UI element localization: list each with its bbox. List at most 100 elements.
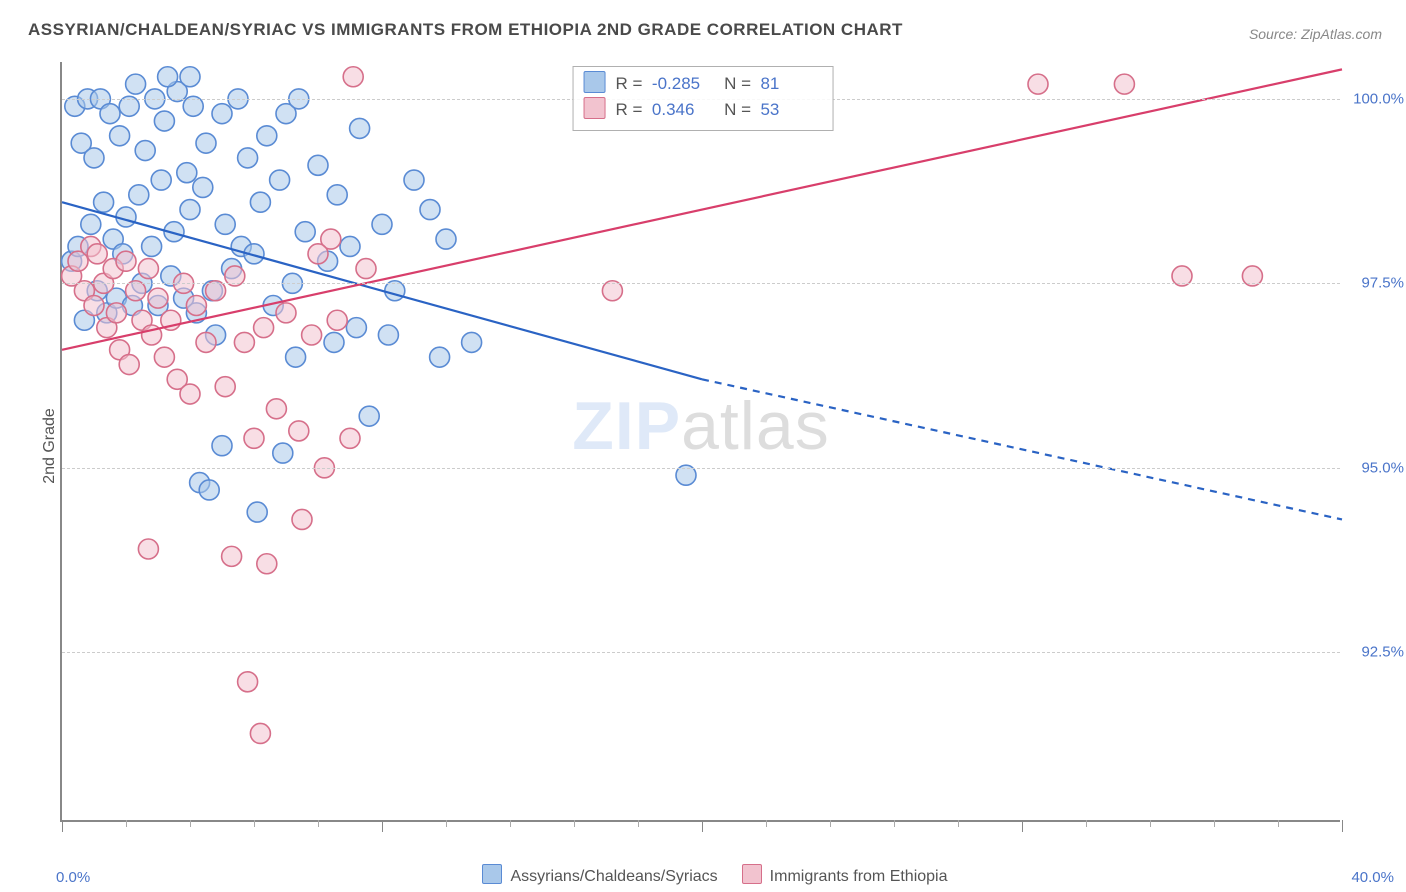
data-point (346, 318, 366, 338)
data-point (359, 406, 379, 426)
stats-row: R = -0.285 N = 81 (584, 71, 819, 97)
y-tick-label: 92.5% (1361, 644, 1404, 661)
data-point (250, 723, 270, 743)
data-point (1114, 74, 1134, 94)
data-point (158, 67, 178, 87)
data-point (266, 399, 286, 419)
x-minor-tick (894, 820, 895, 827)
data-point (254, 318, 274, 338)
x-minor-tick (1278, 820, 1279, 827)
x-minor-tick (126, 820, 127, 827)
data-point (100, 104, 120, 124)
data-point (378, 325, 398, 345)
data-point (199, 480, 219, 500)
data-point (193, 177, 213, 197)
data-point (257, 126, 277, 146)
gridline (62, 468, 1340, 469)
data-point (273, 443, 293, 463)
source-credit: Source: ZipAtlas.com (1249, 26, 1382, 42)
chart-title: ASSYRIAN/CHALDEAN/SYRIAC VS IMMIGRANTS F… (28, 20, 903, 40)
trend-line-extrapolated (702, 379, 1342, 519)
data-point (234, 332, 254, 352)
data-point (116, 251, 136, 271)
x-minor-tick (1214, 820, 1215, 827)
data-point (87, 244, 107, 264)
data-point (148, 288, 168, 308)
data-point (286, 347, 306, 367)
data-point (180, 200, 200, 220)
legend-label: Immigrants from Ethiopia (770, 868, 948, 885)
data-point (154, 347, 174, 367)
data-point (215, 214, 235, 234)
x-minor-tick (1150, 820, 1151, 827)
x-minor-tick (254, 820, 255, 827)
x-minor-tick (318, 820, 319, 827)
legend-swatch (584, 71, 606, 93)
data-point (340, 428, 360, 448)
data-point (196, 332, 216, 352)
n-value: 81 (760, 71, 818, 97)
data-point (327, 310, 347, 330)
data-point (94, 192, 114, 212)
r-value: 0.346 (652, 97, 710, 123)
chart-svg (62, 62, 1340, 820)
data-point (289, 421, 309, 441)
data-point (138, 259, 158, 279)
data-point (196, 133, 216, 153)
data-point (212, 104, 232, 124)
legend-label: Assyrians/Chaldeans/Syriacs (510, 868, 717, 885)
data-point (84, 148, 104, 168)
data-point (238, 672, 258, 692)
x-minor-tick (958, 820, 959, 827)
data-point (129, 185, 149, 205)
data-point (420, 200, 440, 220)
gridline (62, 283, 1340, 284)
y-tick-label: 95.0% (1361, 459, 1404, 476)
stats-row: R = 0.346 N = 53 (584, 97, 819, 123)
data-point (372, 214, 392, 234)
x-major-tick (62, 820, 63, 832)
data-point (212, 436, 232, 456)
data-point (180, 67, 200, 87)
x-minor-tick (766, 820, 767, 827)
data-point (154, 111, 174, 131)
bottom-legend: Assyrians/Chaldeans/Syriacs Immigrants fr… (0, 864, 1406, 886)
data-point (135, 141, 155, 161)
data-point (404, 170, 424, 190)
data-point (462, 332, 482, 352)
y-axis-label: 2nd Grade (41, 408, 59, 484)
plot-area: ZIPatlas 92.5%95.0%97.5%100.0% (60, 62, 1340, 822)
data-point (308, 155, 328, 175)
data-point (257, 554, 277, 574)
x-major-tick (1022, 820, 1023, 832)
data-point (327, 185, 347, 205)
y-tick-label: 97.5% (1361, 275, 1404, 292)
data-point (247, 502, 267, 522)
data-point (324, 332, 344, 352)
x-minor-tick (446, 820, 447, 827)
data-point (1028, 74, 1048, 94)
data-point (177, 163, 197, 183)
legend-swatch (742, 864, 762, 884)
stats-legend-box: R = -0.285 N = 81R = 0.346 N = 53 (573, 66, 834, 131)
data-point (250, 192, 270, 212)
data-point (276, 303, 296, 323)
x-minor-tick (510, 820, 511, 827)
data-point (343, 67, 363, 87)
x-major-tick (702, 820, 703, 832)
data-point (244, 428, 264, 448)
data-point (180, 384, 200, 404)
data-point (138, 539, 158, 559)
r-value: -0.285 (652, 71, 710, 97)
legend-swatch (584, 97, 606, 119)
data-point (292, 509, 312, 529)
x-major-tick (382, 820, 383, 832)
data-point (110, 126, 130, 146)
data-point (126, 74, 146, 94)
data-point (106, 303, 126, 323)
data-point (215, 377, 235, 397)
x-major-tick (1342, 820, 1343, 832)
x-minor-tick (190, 820, 191, 827)
data-point (430, 347, 450, 367)
data-point (350, 118, 370, 138)
